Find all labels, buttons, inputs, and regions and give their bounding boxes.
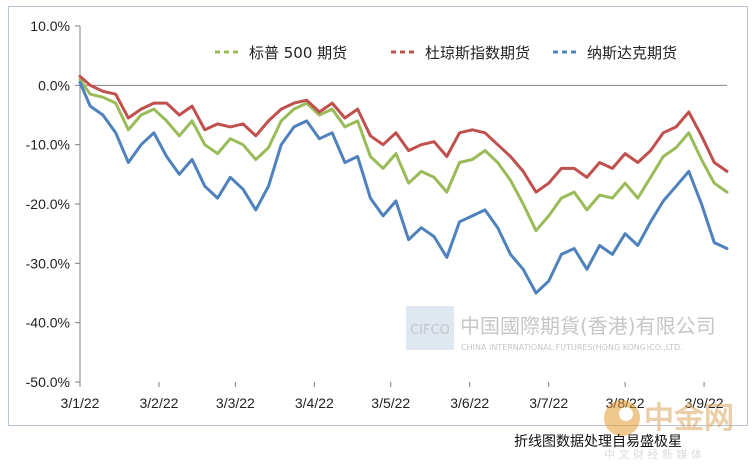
x-tick-label: 3/6/22 <box>450 395 489 411</box>
y-tick-label: -50.0% <box>26 374 70 390</box>
series-layer <box>78 74 729 295</box>
brand-slogan: 中 文 财 经 新 媒 体 <box>604 447 702 461</box>
x-tick-label: 3/7/22 <box>529 395 568 411</box>
y-tick-label: -30.0% <box>26 255 70 271</box>
x-tick-label: 3/2/22 <box>139 395 178 411</box>
x-tick-label: 3/1/22 <box>61 395 100 411</box>
watermark-company-en: CHINA INTERNATIONAL FUTURES(HONG KONG)CO… <box>461 343 683 352</box>
x-tick-label: 3/5/22 <box>371 395 410 411</box>
series-line-2 <box>78 74 729 194</box>
x-tick-label: 3/4/22 <box>295 395 334 411</box>
series-line-3 <box>78 80 729 295</box>
y-tick-label: 0.0% <box>38 77 70 93</box>
brand-logo-text: 中金网 <box>644 401 734 436</box>
chart-caption: 折线图数据处理自易盛极星 <box>514 434 682 450</box>
watermark-company-cn: 中国國際期貨(香港)有限公司 <box>460 314 716 338</box>
legend-label: 标普 500 期货 <box>249 44 347 62</box>
legend: 标普 500 期货 杜琼斯指数期货 纳斯达克期货 <box>215 44 677 62</box>
x-tick-label: 3/9/22 <box>685 395 724 411</box>
watermark: CIFCO 中国國際期貨(香港)有限公司 CHINA INTERNATIONAL… <box>406 306 716 352</box>
legend-label: 纳斯达克期货 <box>587 44 677 62</box>
brand-watermark: 中金网 中 文 财 经 新 媒 体 <box>604 400 734 461</box>
y-tick-label: 10.0% <box>30 18 70 34</box>
series-line-1 <box>78 77 729 233</box>
watermark-logo-box <box>406 306 454 350</box>
brand-logo-icon-inner <box>619 407 633 421</box>
x-tick-label: 3/3/22 <box>216 395 255 411</box>
chart-frame <box>8 6 748 426</box>
y-tick-label: -10.0% <box>26 137 70 153</box>
legend-label: 杜琼斯指数期货 <box>425 44 530 62</box>
axes: 10.0% 0.0% -10.0% -20.0% -30.0% -40.0% -50.0% 3… <box>26 18 727 411</box>
y-tick-label: -40.0% <box>26 315 70 331</box>
y-tick-label: -20.0% <box>26 196 70 212</box>
watermark-logo-text: CIFCO <box>410 323 450 338</box>
